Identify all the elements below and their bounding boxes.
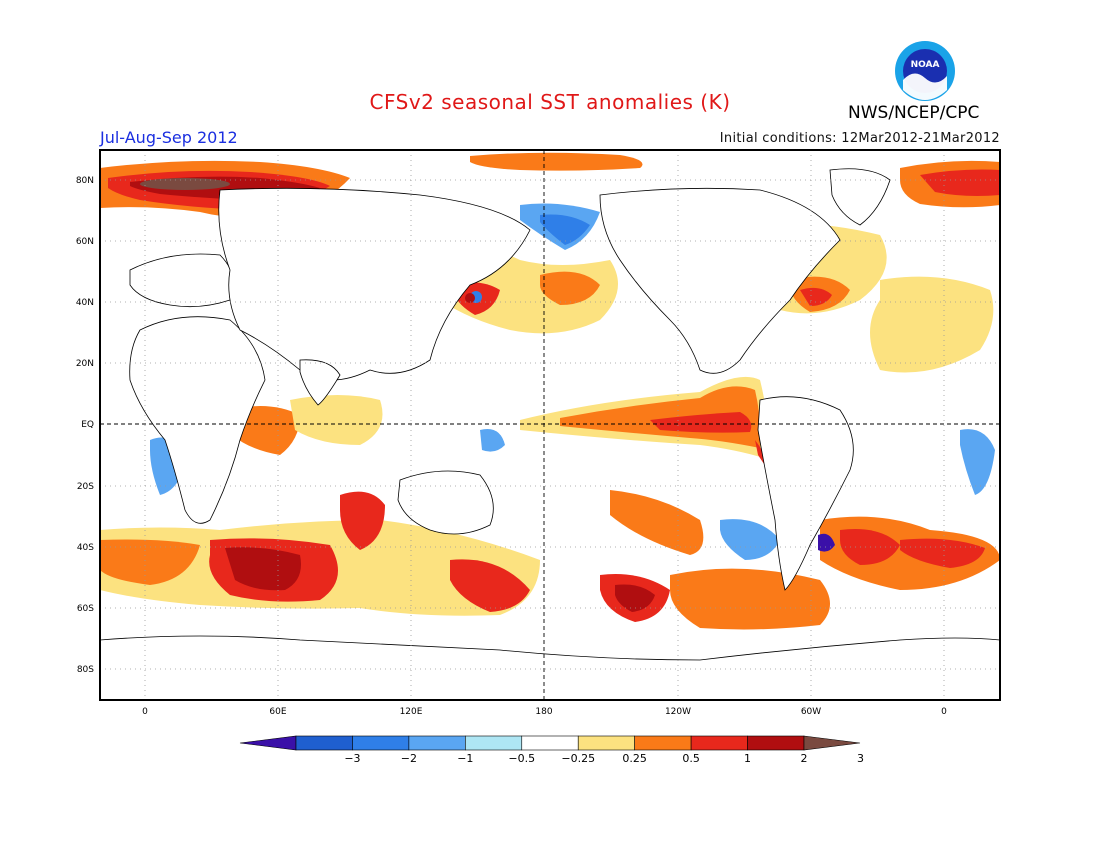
latitude-labels: 80N 60N 40N 20N EQ 20S 40S 60S 80S	[76, 176, 94, 675]
agency-label: NWS/NCEP/CPC	[848, 103, 980, 123]
graticule	[100, 150, 1000, 700]
lat-label: EQ	[81, 420, 94, 430]
lon-label: 120E	[400, 707, 423, 717]
colorbar-label: 0.25	[622, 752, 647, 765]
season-label: Jul-Aug-Sep 2012	[100, 128, 238, 147]
map-frame	[99, 149, 1001, 701]
colorbar-swatch	[634, 735, 692, 751]
colorbar-label: 1	[744, 752, 751, 765]
colorbar-swatch	[465, 735, 523, 751]
lat-label: 60S	[77, 604, 94, 614]
lon-label: 120W	[665, 707, 691, 717]
noaa-logo-text: NOAA	[911, 60, 940, 70]
noaa-logo: NOAA	[895, 41, 955, 101]
colorbar-label: −3	[344, 752, 360, 765]
lon-label: 60E	[269, 707, 286, 717]
colorbar-label: −1	[457, 752, 473, 765]
colorbar-swatch	[352, 735, 410, 751]
lat-label: 60N	[76, 237, 94, 247]
colorbar-swatch	[577, 735, 635, 751]
colorbar: −3 −2 −1 −0.5 −0.25 0.25 0.5 1 2 3	[239, 735, 864, 765]
colorbar-label: 0.5	[682, 752, 700, 765]
colorbar-label: −0.5	[508, 752, 535, 765]
lon-label: 180	[535, 707, 552, 717]
lon-label: 60W	[801, 707, 821, 717]
lon-label: 0	[142, 707, 148, 717]
anomaly-field	[100, 150, 1000, 700]
equator-dateline	[100, 150, 1000, 700]
colorbar-label: 3	[857, 752, 864, 765]
colorbar-label: −0.25	[561, 752, 595, 765]
colorbar-swatch	[690, 735, 748, 751]
colorbar-swatch	[747, 735, 805, 751]
lat-label: 80N	[76, 176, 94, 186]
longitude-labels: 0 60E 120E 180 120W 60W 0	[142, 707, 947, 717]
colorbar-label: −2	[401, 752, 417, 765]
colorbar-swatch	[239, 735, 297, 751]
lat-label: 40N	[76, 298, 94, 308]
lat-label: 20N	[76, 359, 94, 369]
chart-title: CFSv2 seasonal SST anomalies (K)	[369, 90, 731, 114]
continents	[100, 168, 1000, 700]
colorbar-swatch	[803, 735, 861, 751]
colorbar-swatch	[408, 735, 466, 751]
colorbar-swatch	[521, 735, 579, 751]
lat-label: 80S	[77, 665, 94, 675]
initial-conditions-label: Initial conditions: 12Mar2012-21Mar2012	[719, 131, 1000, 146]
lat-label: 20S	[77, 482, 94, 492]
lat-label: 40S	[77, 543, 94, 553]
colorbar-label: 2	[801, 752, 808, 765]
lon-label: 0	[941, 707, 947, 717]
colorbar-swatch	[295, 735, 353, 751]
